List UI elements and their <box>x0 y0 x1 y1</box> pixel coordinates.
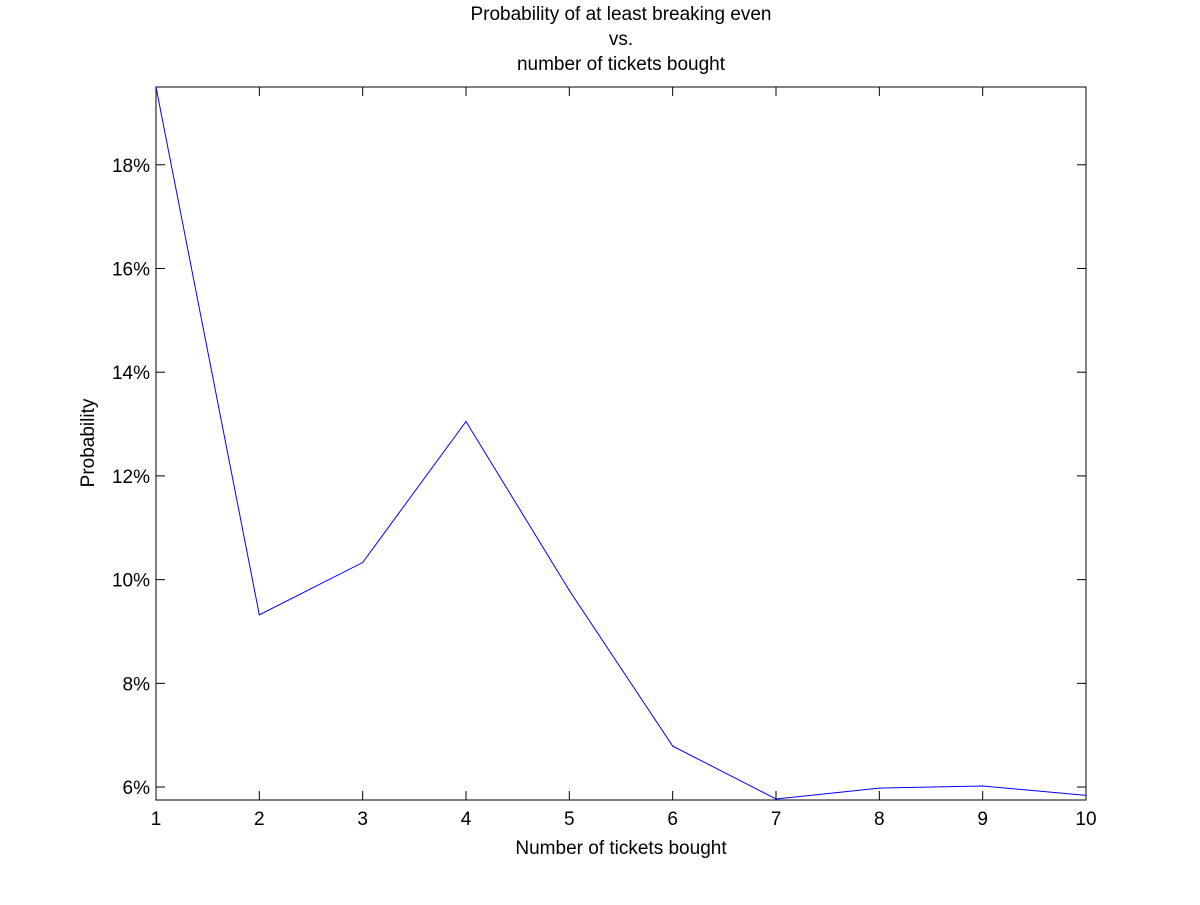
y-tick-label: 10% <box>112 571 150 592</box>
data-point <box>672 745 674 747</box>
x-tick-label: 8 <box>874 809 885 830</box>
y-tick-label: 14% <box>112 363 150 384</box>
x-tick-label: 4 <box>461 809 472 830</box>
chart-title-line-2: vs. <box>609 29 633 50</box>
chart-title: Probability of at least breaking even vs… <box>470 4 771 75</box>
chart-title-line-3: number of tickets bought <box>517 54 726 75</box>
y-tick-label: 16% <box>112 259 150 280</box>
data-point <box>982 785 984 787</box>
data-point <box>775 798 777 800</box>
x-tick-label: 5 <box>564 809 575 830</box>
data-point <box>568 589 570 592</box>
x-tick-label: 6 <box>667 809 678 830</box>
x-tick-label: 2 <box>254 809 265 830</box>
y-tick-label: 12% <box>112 467 150 488</box>
chart-title-line-1: Probability of at least breaking even <box>470 4 771 25</box>
y-tick-label: 18% <box>112 156 150 177</box>
data-point <box>465 420 467 423</box>
x-tick-label: 7 <box>771 809 782 830</box>
series-line <box>155 86 1087 800</box>
data-point <box>258 614 260 616</box>
y-axis-label: Probability <box>78 398 99 487</box>
series-layer <box>155 86 1087 800</box>
data-point <box>155 86 157 88</box>
x-axis-ticks: 1 2 3 4 5 6 7 8 9 10 <box>151 87 1097 830</box>
y-tick-label: 6% <box>123 778 151 799</box>
y-axis-ticks: 6% 8% 10% 12% 14% 16% 18% <box>112 156 1086 799</box>
data-point <box>878 787 880 789</box>
x-tick-label: 1 <box>151 809 162 830</box>
x-axis-label: Number of tickets bought <box>515 838 727 859</box>
data-point <box>1085 794 1087 796</box>
data-point <box>362 561 364 564</box>
x-tick-label: 9 <box>977 809 988 830</box>
plot-area <box>155 86 1087 801</box>
x-tick-label: 10 <box>1075 809 1096 830</box>
x-tick-label: 3 <box>357 809 368 830</box>
y-tick-label: 8% <box>123 674 151 695</box>
